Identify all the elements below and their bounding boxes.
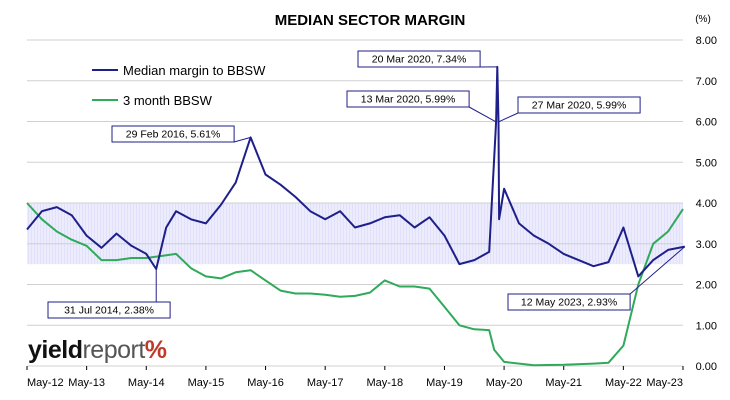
y-tick-label: 7.00 bbox=[696, 76, 717, 88]
annotation-leader bbox=[233, 136, 251, 143]
annotation-box bbox=[357, 50, 481, 68]
legend-label: Median margin to BBSW bbox=[123, 63, 266, 78]
y-unit-label: (%) bbox=[695, 14, 711, 25]
yieldreport-logo: yieldreport% bbox=[28, 336, 167, 364]
annotation-label: 13 Mar 2020, 5.99% bbox=[361, 94, 456, 106]
annotation-box bbox=[346, 90, 470, 108]
annotation-box bbox=[111, 125, 235, 143]
band-fill bbox=[27, 203, 683, 265]
annotation-box bbox=[47, 301, 171, 319]
series-line bbox=[26, 65, 685, 278]
x-tick-label: May-14 bbox=[128, 377, 165, 389]
x-tick-label: May-15 bbox=[188, 377, 225, 389]
y-tick-label: 1.00 bbox=[696, 320, 717, 332]
x-tick-label: May-12 bbox=[27, 377, 64, 389]
y-tick-label: 2.00 bbox=[696, 280, 717, 292]
y-axis-ticks: 0.00 1.00 2.00 3.00 4.00 5.00 6.00 7.00 8.00 bbox=[696, 35, 717, 373]
shaded-band bbox=[26, 203, 683, 265]
x-tick-label: May-13 bbox=[68, 377, 105, 389]
y-tick-label: 4.00 bbox=[696, 198, 717, 210]
annotation-label: 31 Jul 2014, 2.38% bbox=[64, 305, 154, 317]
annotation-leader bbox=[629, 246, 686, 295]
x-axis-ticks: May-12 May-13 May-14 May-15 May-16 May-17 May-… bbox=[26, 366, 684, 389]
x-tick-label: May-20 bbox=[486, 377, 523, 389]
annotation-leader bbox=[498, 112, 519, 123]
annotation-label: 20 Mar 2020, 7.34% bbox=[372, 54, 467, 66]
annotation-label: 12 May 2023, 2.93% bbox=[521, 297, 617, 309]
annotation-box bbox=[507, 293, 631, 311]
legend-label: 3 month BBSW bbox=[123, 93, 213, 108]
x-tick-label: May-18 bbox=[366, 377, 403, 389]
x-tick-label: May-23 bbox=[646, 377, 683, 389]
annotation-label: 27 Mar 2020, 5.99% bbox=[532, 100, 627, 112]
series-line bbox=[26, 202, 684, 367]
annotation-label: 29 Feb 2016, 5.61% bbox=[126, 129, 221, 141]
x-tick-label: May-19 bbox=[426, 377, 463, 389]
x-tick-label: May-17 bbox=[307, 377, 344, 389]
x-tick-label: May-22 bbox=[605, 377, 642, 389]
annotation-box bbox=[517, 96, 641, 114]
annotation-leader bbox=[468, 106, 497, 123]
series-lines bbox=[26, 65, 685, 367]
gridlines bbox=[27, 39, 683, 367]
x-tick-label: May-21 bbox=[545, 377, 582, 389]
y-tick-label: 5.00 bbox=[696, 157, 717, 169]
legend: Median margin to BBSW 3 month BBSW bbox=[92, 63, 266, 108]
y-tick-label: 0.00 bbox=[696, 361, 717, 373]
y-tick-label: 6.00 bbox=[696, 117, 717, 129]
y-tick-label: 8.00 bbox=[696, 35, 717, 47]
chart-title: MEDIAN SECTOR MARGIN bbox=[275, 12, 466, 29]
y-tick-label: 3.00 bbox=[696, 239, 717, 251]
annotations: 29 Feb 2016, 5.61% 20 Mar 2020, 7.34% 13 M… bbox=[47, 50, 686, 319]
x-tick-label: May-16 bbox=[247, 377, 284, 389]
